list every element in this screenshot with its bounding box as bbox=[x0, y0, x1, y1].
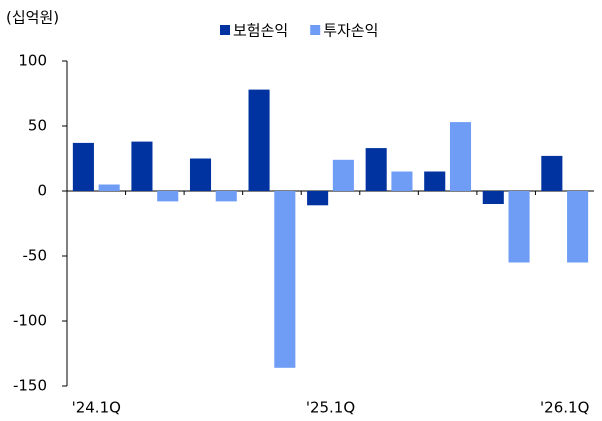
bar bbox=[508, 191, 530, 263]
legend-swatch bbox=[310, 25, 321, 35]
x-tick-label: '25.1Q bbox=[306, 399, 355, 417]
bar bbox=[98, 184, 120, 191]
legend-label: 보험손익 bbox=[233, 22, 288, 40]
x-tick-label: '24.1Q bbox=[72, 399, 121, 417]
bar bbox=[72, 142, 94, 191]
bar bbox=[332, 159, 354, 191]
bar bbox=[274, 191, 296, 368]
bar bbox=[307, 191, 329, 206]
bar bbox=[567, 191, 589, 263]
y-tick-label: 50 bbox=[28, 117, 47, 135]
bar bbox=[365, 148, 387, 191]
legend-swatch bbox=[220, 25, 230, 35]
bar bbox=[391, 171, 413, 191]
bar bbox=[449, 122, 472, 191]
bar bbox=[189, 158, 212, 191]
bar bbox=[131, 141, 153, 191]
y-tick-label: -100 bbox=[13, 312, 47, 330]
legend-label: 투자손익 bbox=[323, 22, 378, 40]
y-tick-label: -50 bbox=[23, 247, 48, 265]
bar bbox=[541, 155, 563, 191]
bar bbox=[248, 89, 270, 191]
y-tick-label: -150 bbox=[13, 377, 47, 395]
x-tick-label: '26.1Q bbox=[540, 399, 589, 417]
unit-label: (십억원) bbox=[6, 9, 59, 27]
bar bbox=[424, 171, 446, 191]
bar bbox=[482, 191, 504, 204]
y-tick-label: 0 bbox=[37, 182, 47, 200]
bar bbox=[215, 191, 237, 202]
bar bbox=[157, 191, 179, 202]
y-tick-label: 100 bbox=[18, 52, 47, 70]
